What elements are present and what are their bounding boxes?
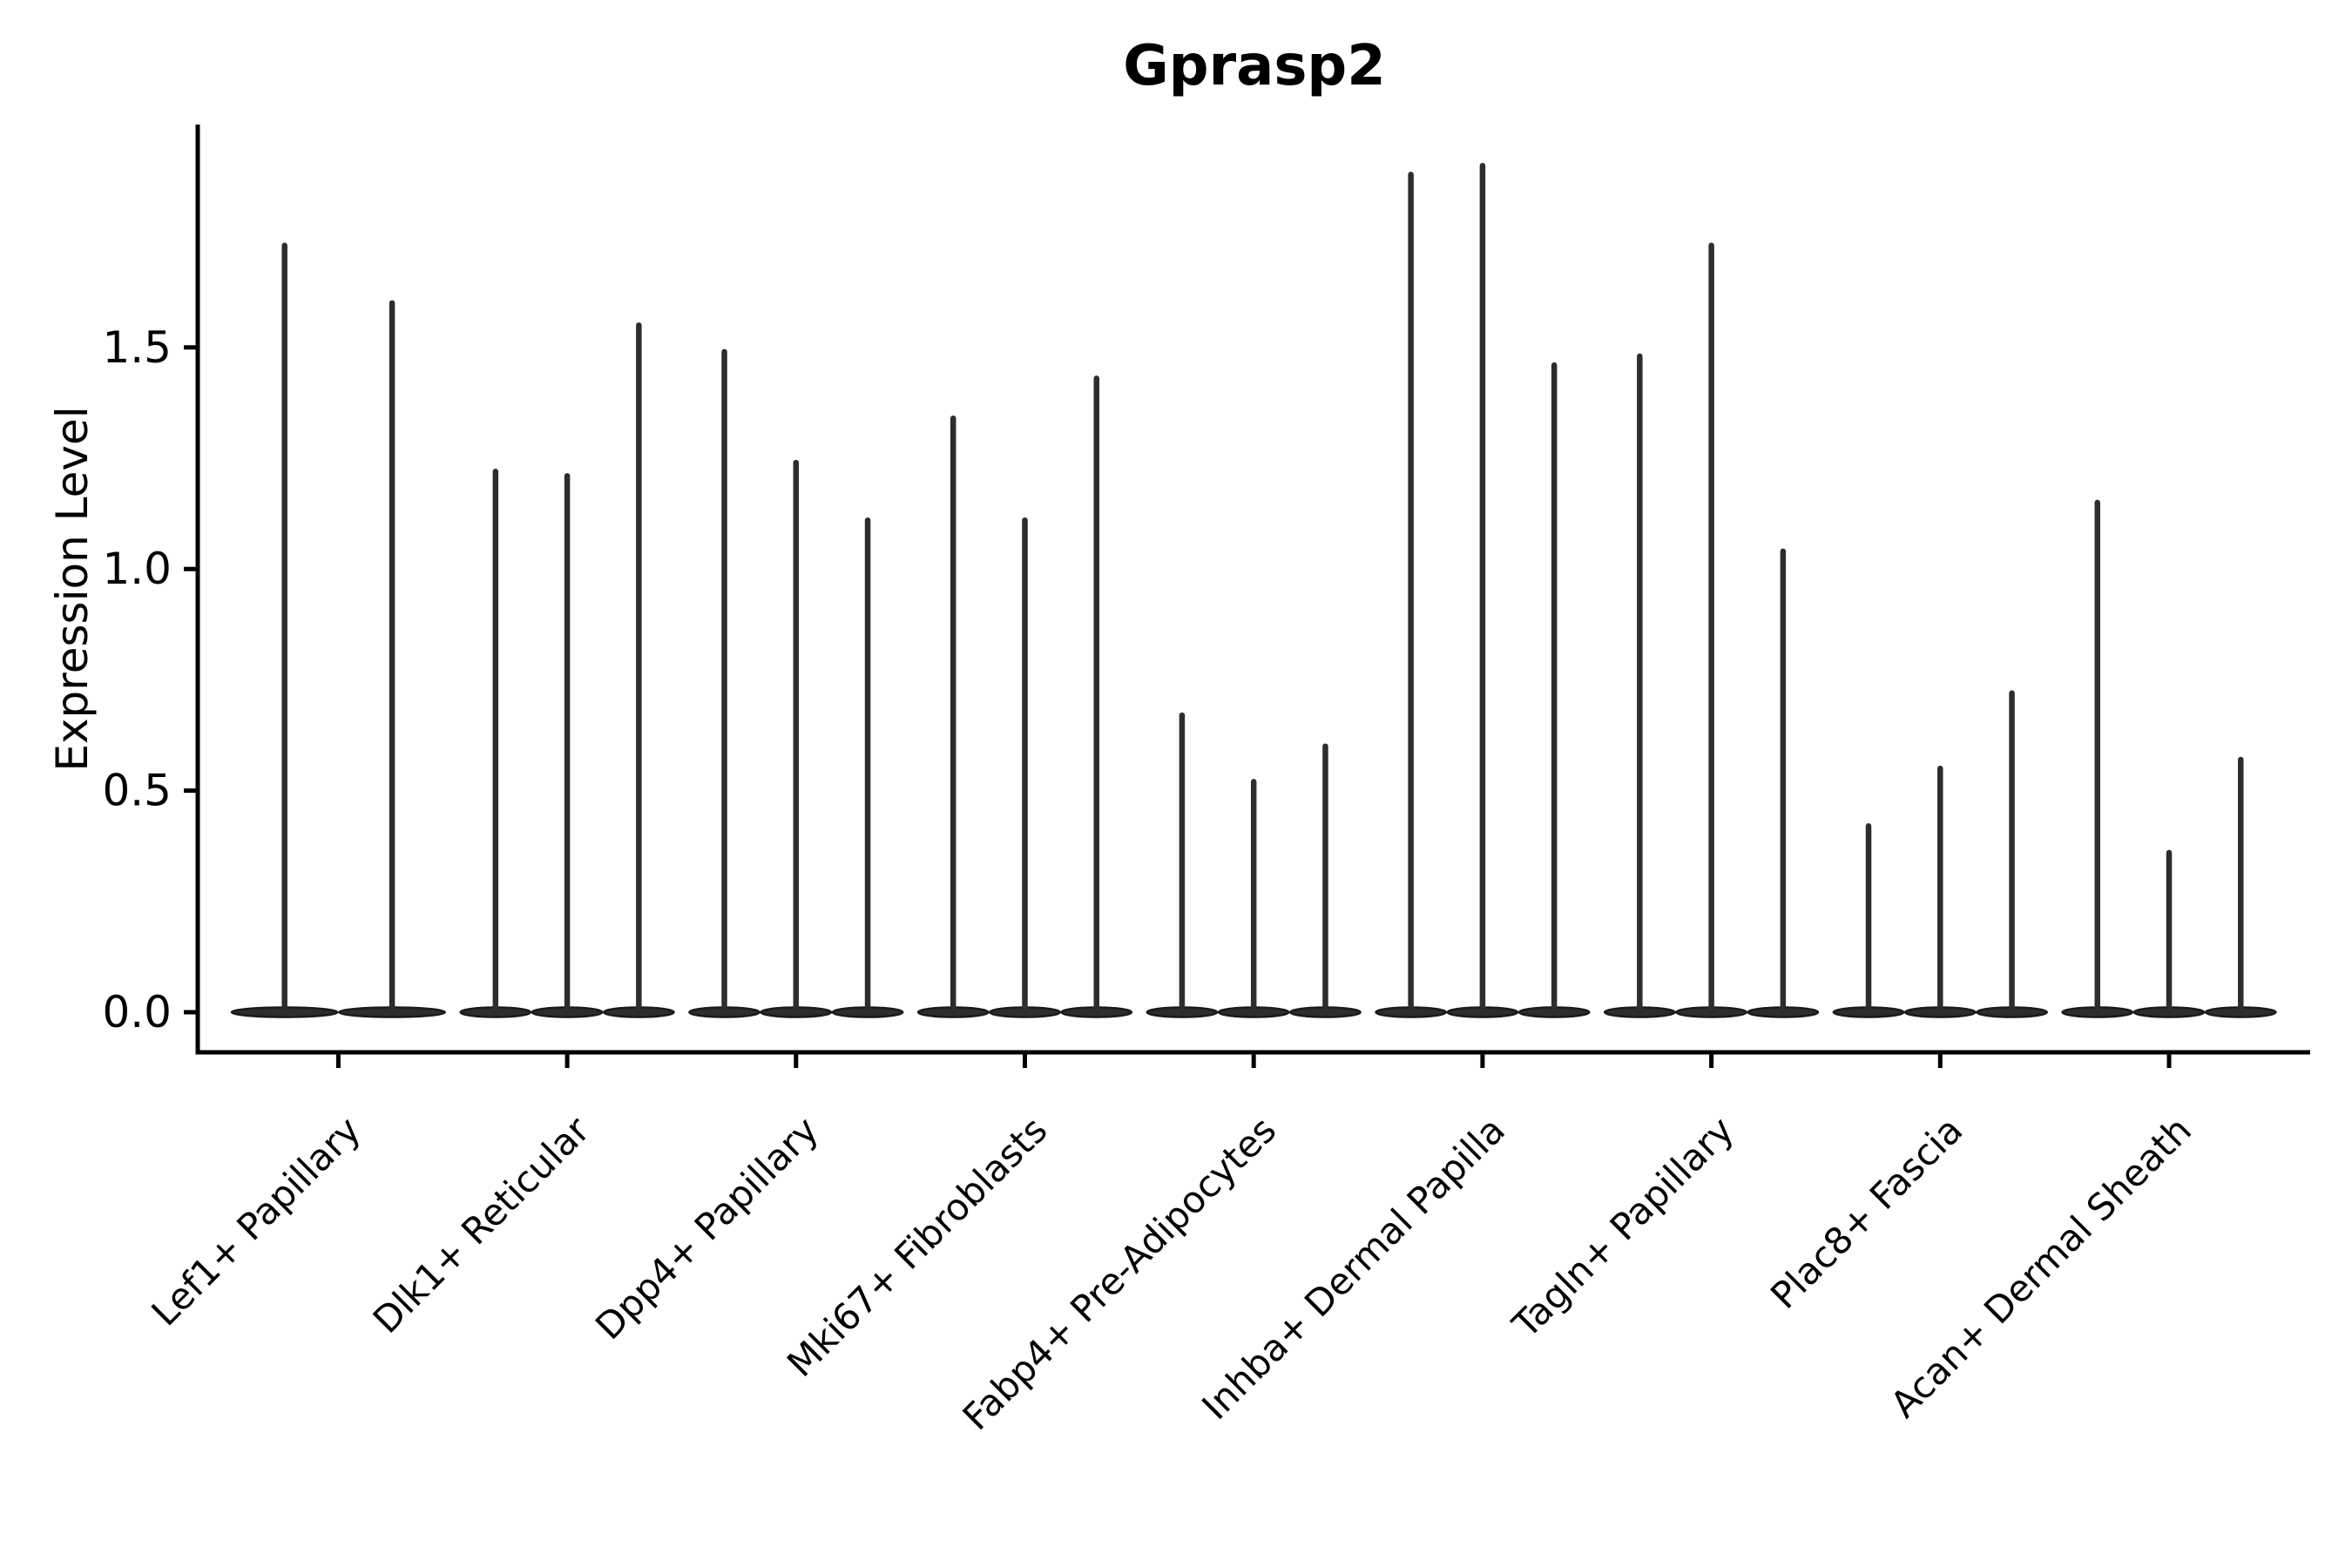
x-tick-label: Lef1+ Papillary	[143, 1108, 368, 1334]
x-tick-label: Mki67+ Fibroblasts	[779, 1108, 1055, 1384]
x-tick-label: Dlk1+ Reticular	[365, 1108, 598, 1342]
y-tick-label: 1.5	[102, 322, 172, 373]
y-axis-label: Expression Level	[47, 406, 98, 771]
y-tick-label: 0.5	[102, 766, 172, 816]
x-tick-label: Tagln+ Papillary	[1504, 1108, 1741, 1346]
chart-title: Gprasp2	[1123, 34, 1386, 98]
y-tick-label: 0.0	[102, 987, 172, 1037]
y-tick-label: 1.0	[102, 544, 172, 594]
x-tick-label: Dpp4+ Papillary	[587, 1108, 827, 1348]
x-tick-label: Plac8+ Fascia	[1762, 1108, 1970, 1316]
